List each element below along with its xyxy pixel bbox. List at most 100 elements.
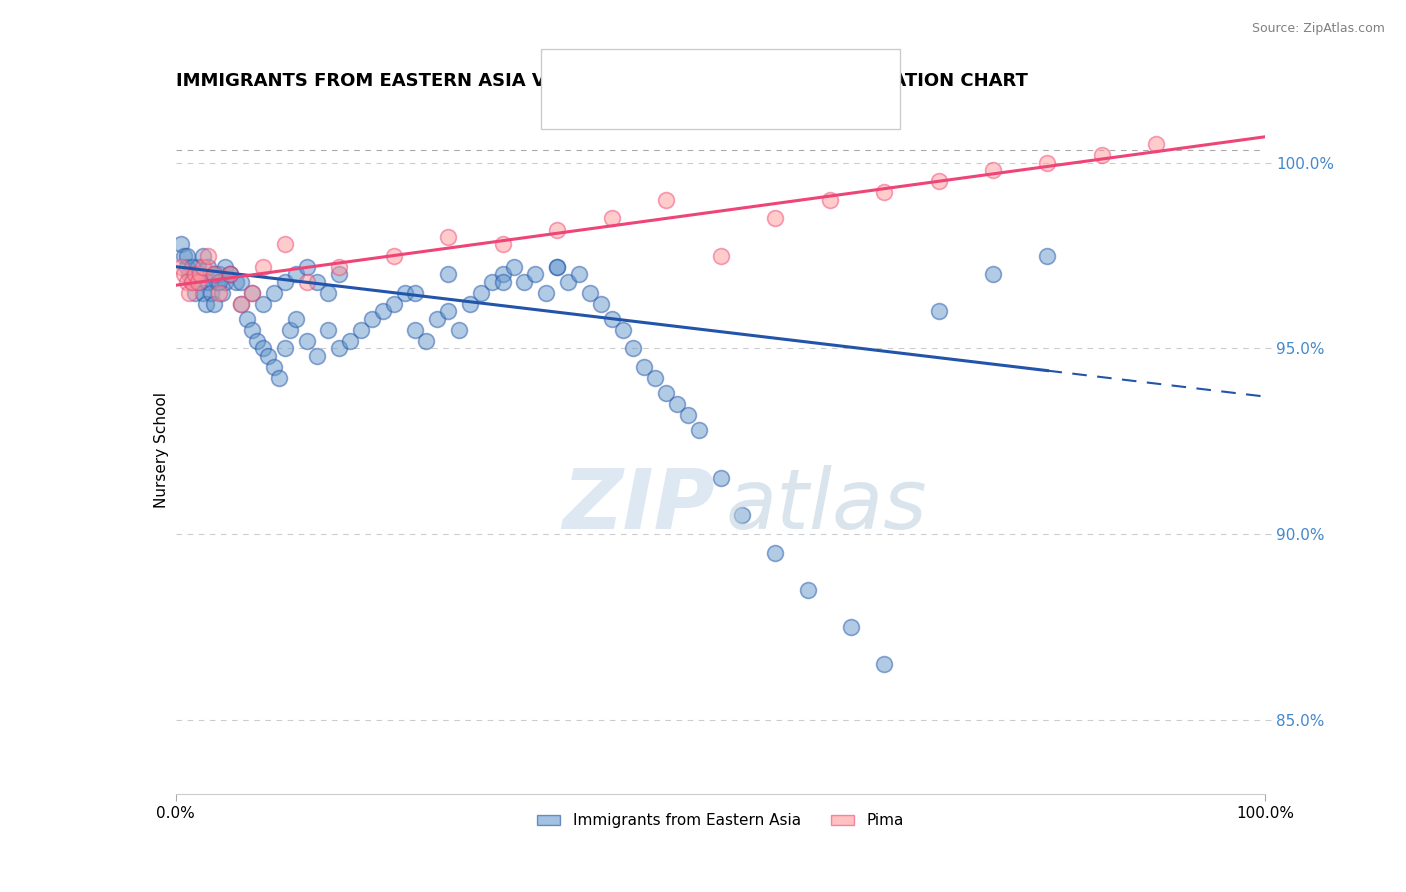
Point — [797, 582, 820, 597]
Point — [666, 397, 689, 411]
Text: ZIP: ZIP — [562, 465, 716, 546]
Point — [181, 275, 204, 289]
Point — [339, 334, 361, 348]
Point — [188, 275, 211, 289]
Point — [361, 311, 384, 326]
Point — [676, 408, 699, 422]
Point — [231, 297, 253, 311]
Point — [176, 260, 198, 274]
Text: R =  0.575  N = 34: R = 0.575 N = 34 — [598, 101, 762, 115]
Point — [328, 342, 350, 356]
Point — [600, 211, 623, 226]
Point — [841, 620, 863, 634]
Point — [284, 267, 307, 281]
Point — [200, 285, 222, 300]
Point — [170, 260, 193, 274]
Point — [231, 275, 253, 289]
Point — [1036, 248, 1059, 262]
Point — [394, 285, 416, 300]
Point — [382, 248, 405, 262]
Point — [437, 230, 460, 244]
Point — [184, 267, 207, 281]
Point — [186, 267, 209, 281]
Point — [191, 248, 214, 262]
Point — [177, 267, 200, 281]
Point — [318, 285, 340, 300]
Legend: Immigrants from Eastern Asia, Pima: Immigrants from Eastern Asia, Pima — [531, 807, 910, 834]
Point — [524, 267, 547, 281]
Point — [208, 267, 231, 281]
Point — [710, 248, 733, 262]
Point — [621, 342, 644, 356]
Point — [437, 304, 460, 318]
Bar — [555, 62, 586, 82]
Point — [546, 260, 568, 274]
Point — [181, 260, 204, 274]
Point — [235, 311, 257, 326]
Point — [219, 267, 242, 281]
Point — [382, 297, 405, 311]
Point — [240, 285, 263, 300]
Point — [763, 545, 786, 559]
Point — [318, 323, 340, 337]
Point — [197, 275, 219, 289]
Point — [252, 260, 274, 274]
Point — [184, 285, 207, 300]
Point — [195, 297, 218, 311]
Point — [176, 248, 198, 262]
Point — [928, 304, 950, 318]
Point — [981, 267, 1004, 281]
Point — [197, 248, 219, 262]
Point — [307, 275, 329, 289]
Point — [371, 304, 394, 318]
Point — [191, 285, 214, 300]
Point — [328, 260, 350, 274]
Text: IMMIGRANTS FROM EASTERN ASIA VS PIMA NURSERY SCHOOL CORRELATION CHART: IMMIGRANTS FROM EASTERN ASIA VS PIMA NUR… — [176, 72, 1028, 90]
Point — [405, 285, 427, 300]
Point — [426, 311, 449, 326]
Point — [405, 323, 427, 337]
Point — [208, 285, 231, 300]
Point — [492, 267, 515, 281]
Bar — [555, 98, 586, 118]
Point — [205, 275, 228, 289]
Point — [274, 342, 297, 356]
Point — [219, 267, 242, 281]
Point — [202, 297, 225, 311]
Point — [284, 311, 307, 326]
Point — [655, 385, 678, 400]
Point — [263, 359, 285, 374]
Point — [219, 267, 242, 281]
Point — [197, 260, 219, 274]
Text: R = -0.097  N = 99: R = -0.097 N = 99 — [598, 65, 762, 79]
Point — [447, 323, 470, 337]
Point — [763, 211, 786, 226]
Point — [177, 285, 200, 300]
Point — [492, 237, 515, 252]
Point — [350, 323, 373, 337]
Point — [873, 657, 896, 671]
Point — [181, 275, 204, 289]
Point — [1091, 148, 1114, 162]
Point — [231, 297, 253, 311]
Point — [328, 267, 350, 281]
Point — [928, 174, 950, 188]
Point — [278, 323, 301, 337]
Point — [546, 222, 568, 236]
Point — [191, 260, 214, 274]
Point — [470, 285, 492, 300]
Y-axis label: Nursery School: Nursery School — [153, 392, 169, 508]
Point — [589, 297, 612, 311]
Point — [534, 285, 557, 300]
Point — [513, 275, 536, 289]
Point — [1036, 155, 1059, 169]
Point — [214, 260, 236, 274]
Point — [186, 260, 209, 274]
Text: Source: ZipAtlas.com: Source: ZipAtlas.com — [1251, 22, 1385, 36]
Point — [240, 323, 263, 337]
Point — [170, 237, 193, 252]
Point — [263, 285, 285, 300]
Point — [600, 311, 623, 326]
Point — [873, 186, 896, 200]
Text: atlas: atlas — [725, 465, 928, 546]
